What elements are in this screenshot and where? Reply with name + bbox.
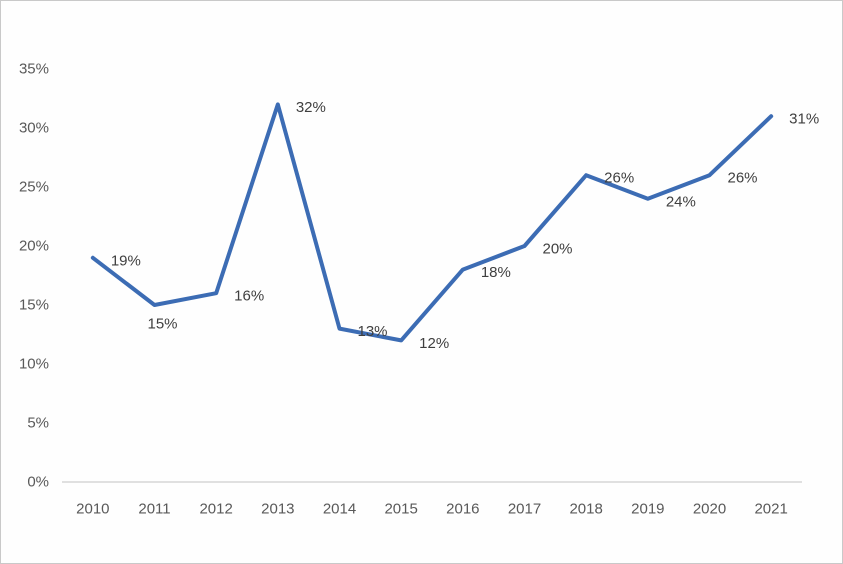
data-point-label: 26%	[728, 170, 758, 187]
y-axis-tick-label: 0%	[27, 474, 49, 491]
data-point-label: 24%	[666, 193, 696, 210]
x-axis-tick-label: 2018	[569, 501, 602, 518]
x-axis-tick-label: 2012	[199, 501, 232, 518]
y-axis-tick-label: 5%	[27, 415, 49, 432]
x-axis-tick-label: 2016	[446, 501, 479, 518]
data-point-label: 31%	[789, 111, 819, 128]
y-axis-tick-label: 15%	[19, 297, 49, 314]
y-axis-tick-label: 25%	[19, 179, 49, 196]
data-point-label: 18%	[481, 264, 511, 281]
x-axis-tick-label: 2020	[693, 501, 726, 518]
data-point-label: 15%	[148, 316, 178, 333]
data-point-label: 16%	[234, 288, 264, 305]
x-axis-tick-label: 2019	[631, 501, 664, 518]
y-axis-tick-label: 20%	[19, 238, 49, 255]
data-point-label: 26%	[604, 170, 634, 187]
data-point-label: 12%	[419, 335, 449, 352]
y-axis-tick-label: 30%	[19, 120, 49, 137]
x-axis-tick-label: 2014	[323, 501, 356, 518]
x-axis-tick-label: 2013	[261, 501, 294, 518]
x-axis-tick-label: 2017	[508, 501, 541, 518]
data-point-label: 13%	[358, 323, 388, 340]
x-axis-tick-label: 2011	[138, 501, 170, 518]
x-axis-tick-label: 2015	[384, 501, 417, 518]
data-point-label: 20%	[543, 241, 573, 258]
data-point-label: 19%	[111, 252, 141, 269]
y-axis-tick-label: 10%	[19, 356, 49, 373]
x-axis-tick-label: 2010	[76, 501, 109, 518]
x-axis-tick-label: 2021	[754, 501, 787, 518]
data-point-label: 32%	[296, 99, 326, 116]
data-series-line	[90, 102, 774, 343]
y-axis-tick-label: 35%	[19, 61, 49, 78]
